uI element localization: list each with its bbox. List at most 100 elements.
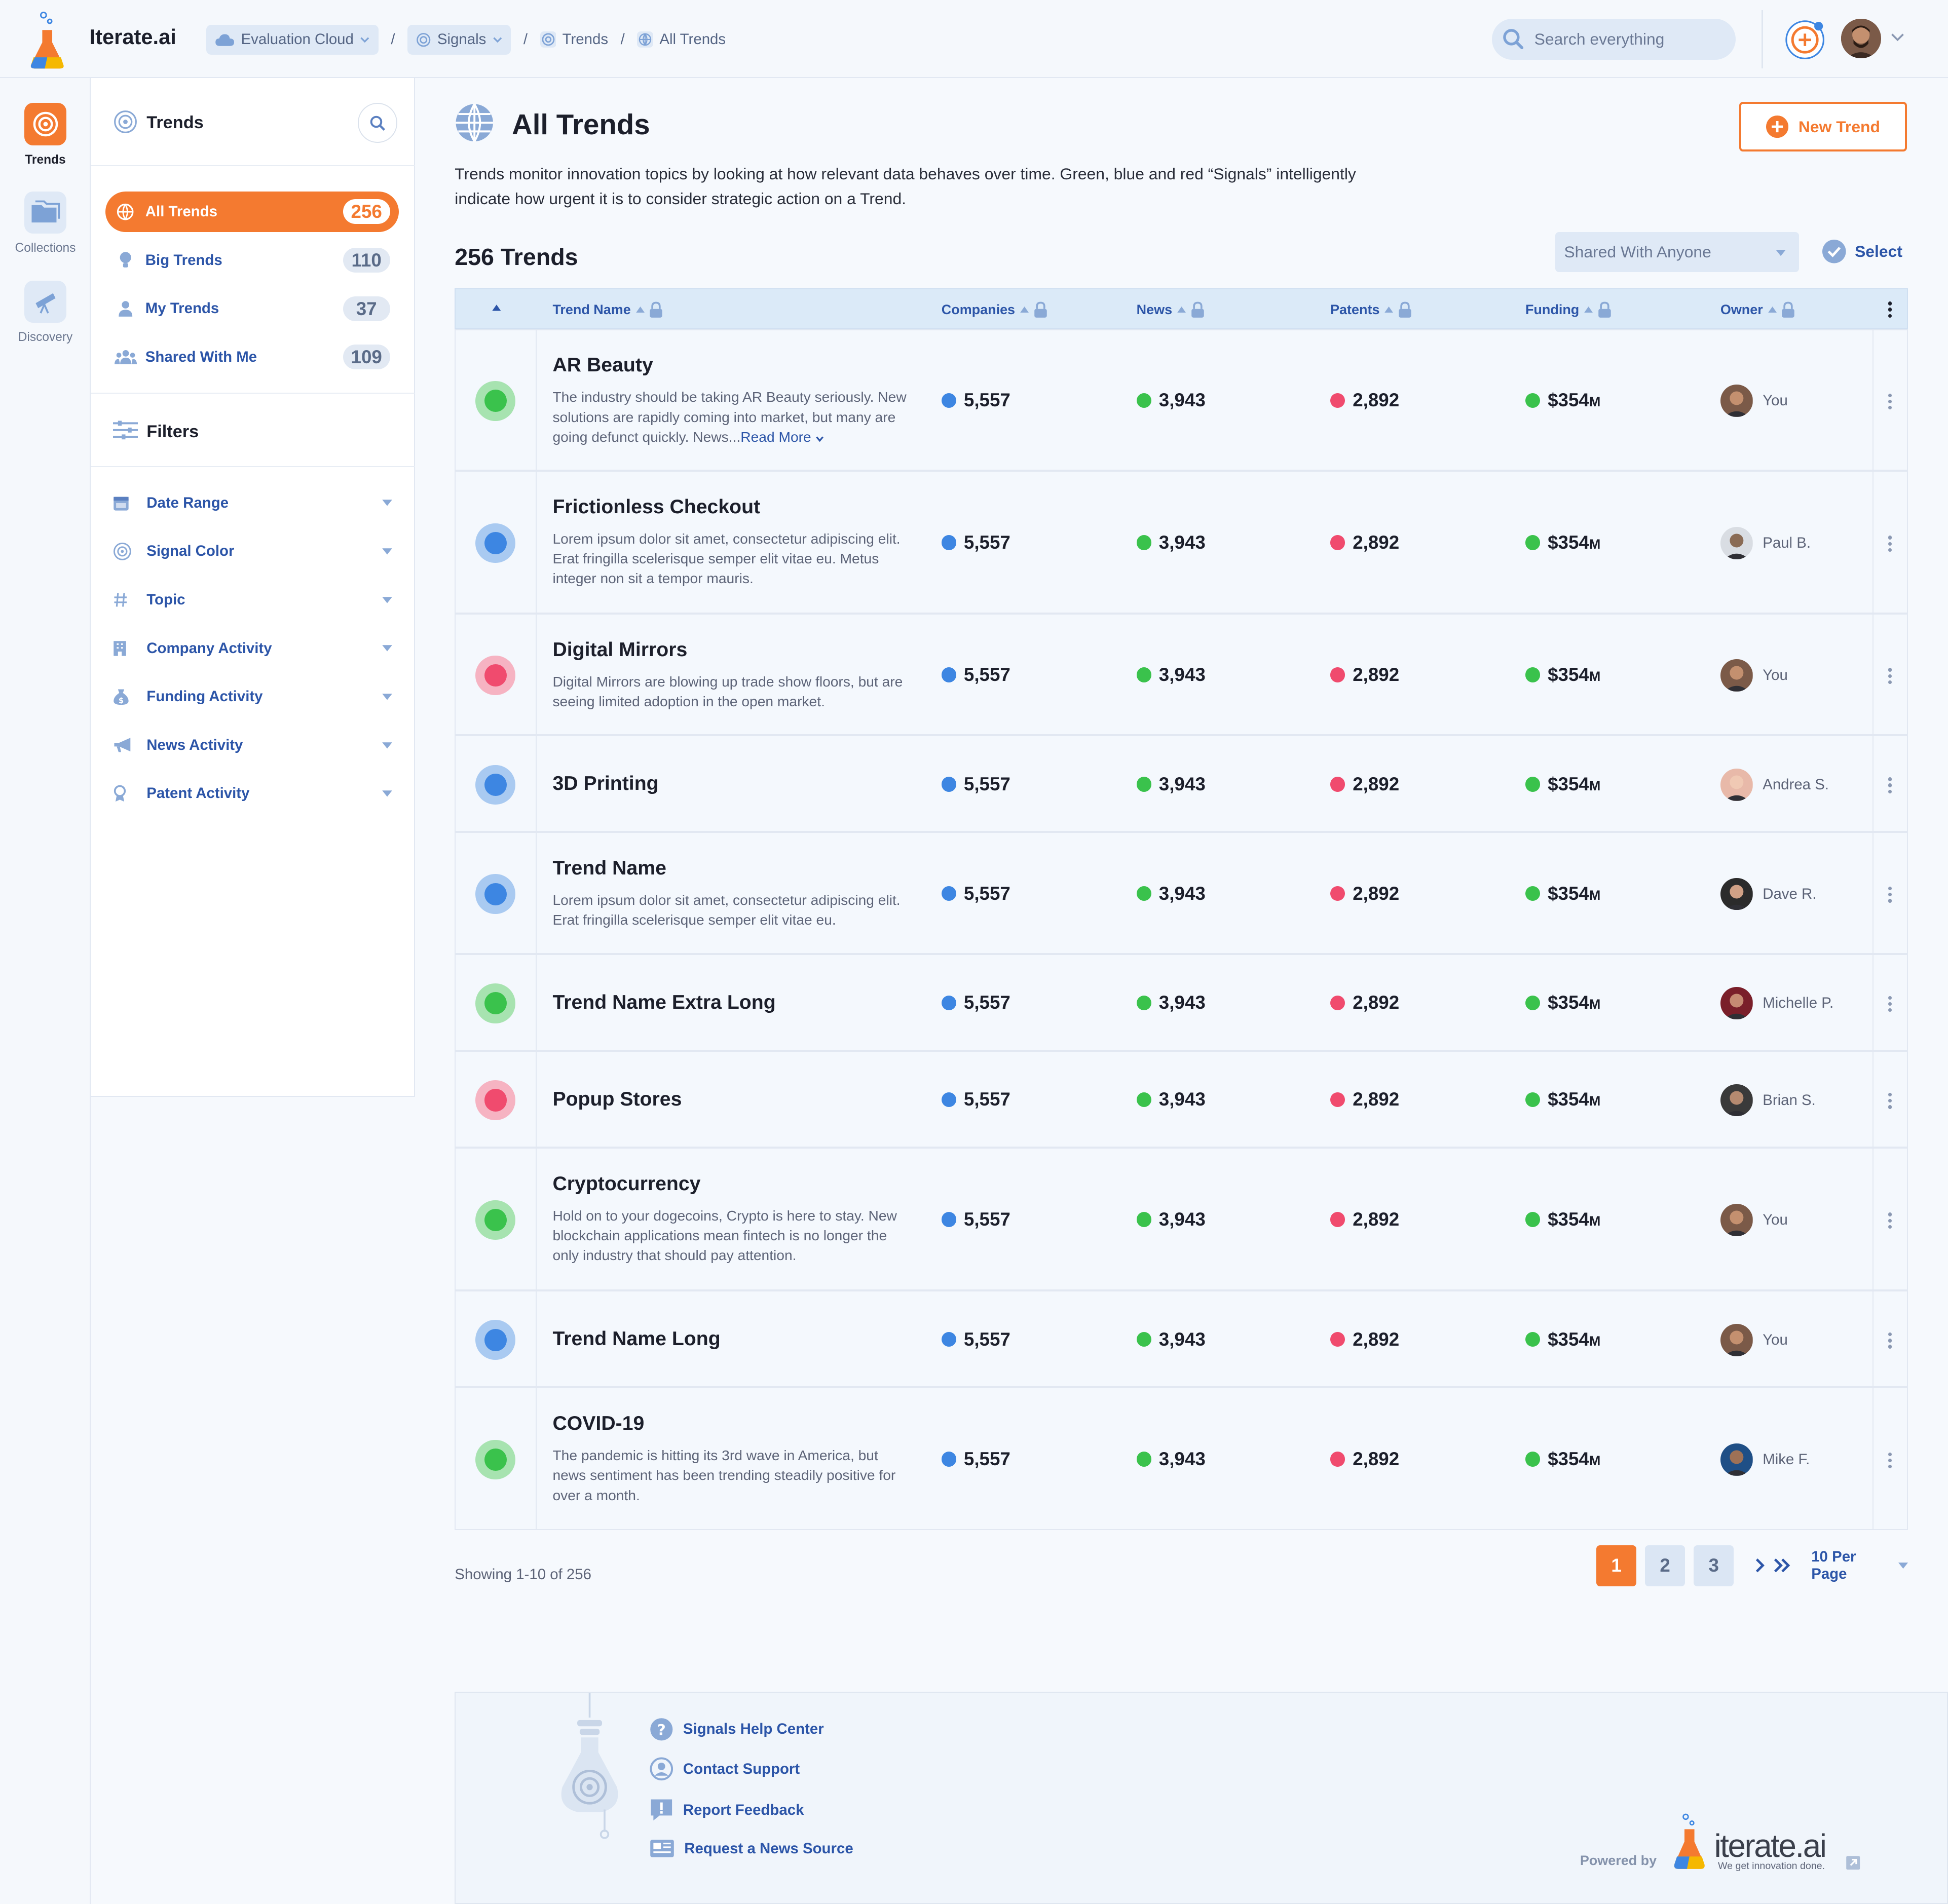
target-icon: [417, 32, 431, 47]
external-link-icon[interactable]: [1846, 1855, 1860, 1870]
row-menu-icon[interactable]: [1888, 996, 1893, 1015]
table-row[interactable]: Popup Stores 5,557 3,943 2,892 $354M Brian S.: [455, 1050, 1908, 1148]
search-input[interactable]: Search everything: [1534, 29, 1665, 48]
row-menu-icon[interactable]: [1888, 777, 1893, 796]
footer-link-label: Contact Support: [683, 1760, 800, 1777]
trend-name[interactable]: Trend Name Long: [552, 1327, 721, 1350]
trend-name[interactable]: 3D Printing: [552, 772, 659, 795]
chevron-right-icon[interactable]: [1755, 1558, 1765, 1573]
columns-menu-icon[interactable]: [1888, 301, 1893, 320]
trend-name[interactable]: COVID-19: [552, 1412, 645, 1434]
rail-item-trends[interactable]: Trends: [0, 103, 91, 167]
table-row[interactable]: AR Beauty The industry should be taking A…: [455, 329, 1908, 471]
page-button-2[interactable]: 2: [1645, 1545, 1685, 1586]
column-trend-name[interactable]: Trend Name: [552, 301, 663, 318]
column-companies[interactable]: Companies: [942, 301, 1047, 318]
owner-cell[interactable]: Dave R.: [1720, 878, 1816, 910]
filter-company-activity[interactable]: Company Activity: [113, 636, 393, 661]
sidebar-item-my-trends[interactable]: My Trends 37: [105, 288, 399, 329]
global-search[interactable]: Search everything: [1492, 18, 1736, 60]
owner-cell[interactable]: You: [1720, 1204, 1788, 1236]
column-news[interactable]: News: [1137, 301, 1205, 318]
trend-name[interactable]: Trend Name: [552, 857, 666, 880]
trend-name[interactable]: Cryptocurrency: [552, 1172, 701, 1195]
table-row[interactable]: Frictionless Checkout Lorem ipsum dolor s…: [455, 471, 1908, 614]
rail-item-discovery[interactable]: Discovery: [0, 281, 91, 345]
iterate-logo-icon[interactable]: [1671, 1812, 1708, 1872]
double-chevron-right-icon[interactable]: [1773, 1558, 1790, 1573]
patents-value: 2,892: [1330, 1209, 1399, 1230]
row-menu-icon[interactable]: [1888, 886, 1893, 905]
sidebar-item-shared-with-me[interactable]: Shared With Me 109: [105, 336, 399, 377]
table-row[interactable]: Trend Name Lorem ipsum dolor sit amet, co…: [455, 832, 1908, 954]
table-row[interactable]: Trend Name Extra Long 5,557 3,943 2,892 $354…: [455, 954, 1908, 1051]
breadcrumb-evaluation-cloud[interactable]: Evaluation Cloud: [206, 25, 379, 55]
owner-cell[interactable]: Brian S.: [1720, 1084, 1816, 1117]
flask-logo-icon[interactable]: [27, 10, 67, 70]
filter-news-activity[interactable]: News Activity: [113, 733, 393, 757]
table-row[interactable]: 3D Printing 5,557 3,943 2,892 $354M Andrea S.: [455, 735, 1908, 832]
row-menu-icon[interactable]: [1888, 1212, 1893, 1231]
trend-name[interactable]: Trend Name Extra Long: [552, 991, 776, 1013]
owner-cell[interactable]: Paul B.: [1720, 527, 1811, 559]
owner-cell[interactable]: You: [1720, 1323, 1788, 1356]
row-menu-icon[interactable]: [1888, 1452, 1893, 1471]
filter-date-range[interactable]: Date Range: [113, 490, 393, 515]
row-menu-icon[interactable]: [1888, 1092, 1893, 1112]
owner-cell[interactable]: Andrea S.: [1720, 769, 1829, 801]
shared-filter-select[interactable]: Shared With Anyone: [1555, 232, 1799, 272]
trend-name[interactable]: AR Beauty: [552, 354, 653, 376]
filter-signal-color[interactable]: Signal Color: [113, 539, 393, 564]
filters-header: Filters: [90, 392, 415, 467]
rail-item-collections[interactable]: Collections: [0, 191, 91, 255]
column-funding[interactable]: Funding: [1525, 301, 1612, 318]
breadcrumb-all-trends[interactable]: All Trends: [637, 31, 726, 48]
footer-link-contact-support[interactable]: Contact Support: [650, 1757, 800, 1781]
table-row[interactable]: Trend Name Long 5,557 3,943 2,892 $354M You: [455, 1290, 1908, 1388]
row-menu-icon[interactable]: [1888, 668, 1893, 687]
trend-name[interactable]: Popup Stores: [552, 1088, 682, 1111]
filter-funding-activity[interactable]: $ Funding Activity: [113, 684, 393, 709]
trend-name[interactable]: Digital Mirrors: [552, 638, 688, 661]
breadcrumb-signals[interactable]: Signals: [407, 25, 511, 55]
owner-cell[interactable]: You: [1720, 659, 1788, 692]
owner-cell[interactable]: Michelle P.: [1720, 987, 1833, 1020]
globe-icon: [456, 103, 494, 142]
news-value: 3,943: [1136, 664, 1206, 686]
column-owner[interactable]: Owner: [1720, 301, 1795, 318]
owner-cell[interactable]: Mike F.: [1720, 1443, 1810, 1476]
sidebar-search-button[interactable]: [358, 103, 398, 143]
chevron-down-icon[interactable]: [1891, 32, 1904, 43]
footer-link-request-news-source[interactable]: Request a News Source: [650, 1839, 853, 1858]
breadcrumb-trends[interactable]: Trends: [540, 31, 608, 48]
add-new-icon[interactable]: [1784, 19, 1826, 61]
footer-link-report-feedback[interactable]: Report Feedback: [650, 1798, 804, 1822]
page-button-3[interactable]: 3: [1694, 1545, 1734, 1586]
select-label: Select: [1855, 242, 1902, 260]
per-page-select[interactable]: 10 Per Page: [1811, 1548, 1908, 1583]
sidebar-item-big-trends[interactable]: Big Trends 110: [105, 240, 399, 281]
filter-patent-activity[interactable]: Patent Activity: [113, 781, 393, 806]
read-more-link[interactable]: Read More: [740, 429, 823, 445]
column-patents[interactable]: Patents: [1330, 301, 1412, 318]
row-menu-icon[interactable]: [1888, 536, 1893, 554]
table-row[interactable]: COVID-19 The pandemic is hitting its 3rd …: [455, 1387, 1908, 1531]
sidebar-item-all-trends[interactable]: All Trends 256: [105, 191, 399, 233]
row-menu-icon[interactable]: [1888, 1332, 1893, 1351]
row-menu-icon[interactable]: [1888, 393, 1893, 412]
page-button-1[interactable]: 1: [1596, 1545, 1637, 1586]
sort-up-icon[interactable]: [492, 304, 502, 312]
table-row[interactable]: Cryptocurrency Hold on to your dogecoins,…: [455, 1148, 1908, 1291]
column-label: Funding: [1525, 301, 1580, 317]
filter-topic[interactable]: Topic: [113, 588, 393, 613]
signal-blue-indicator: [475, 1320, 515, 1360]
brand-name[interactable]: Iterate.ai: [89, 25, 176, 49]
select-button[interactable]: Select: [1822, 240, 1902, 263]
table-row[interactable]: Digital Mirrors Digital Mirrors are blowi…: [455, 614, 1908, 736]
owner-cell[interactable]: You: [1720, 385, 1788, 417]
user-avatar[interactable]: [1841, 18, 1881, 59]
footer-link-help-center[interactable]: ? Signals Help Center: [650, 1718, 824, 1741]
trend-name[interactable]: Frictionless Checkout: [552, 495, 761, 518]
new-trend-button[interactable]: New Trend: [1739, 102, 1907, 152]
breadcrumb-label: All Trends: [659, 31, 726, 48]
